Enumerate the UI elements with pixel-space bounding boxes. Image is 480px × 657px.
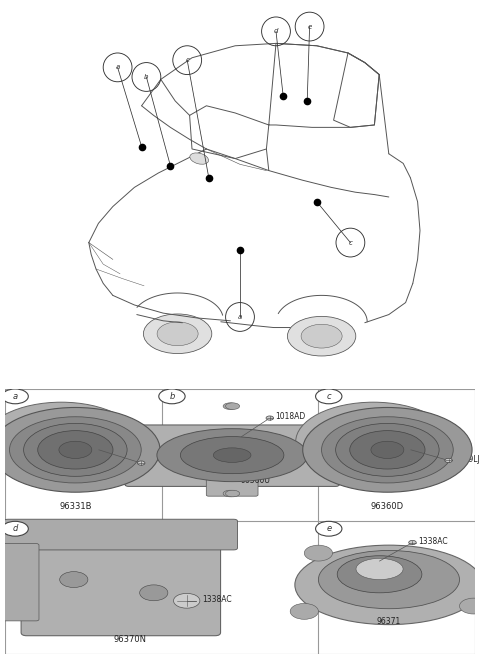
Ellipse shape <box>295 545 480 625</box>
Ellipse shape <box>226 403 240 409</box>
Ellipse shape <box>371 442 404 459</box>
Ellipse shape <box>157 322 198 346</box>
Circle shape <box>459 598 480 614</box>
Ellipse shape <box>296 402 451 482</box>
Ellipse shape <box>301 325 342 348</box>
Text: 1249LJ: 1249LJ <box>148 457 174 466</box>
Text: 96331B: 96331B <box>59 502 92 511</box>
Ellipse shape <box>144 314 212 353</box>
Text: a: a <box>12 392 18 401</box>
FancyBboxPatch shape <box>21 529 220 636</box>
Ellipse shape <box>223 403 237 409</box>
Ellipse shape <box>223 490 237 497</box>
Text: c: c <box>185 57 189 63</box>
Text: 1018AD: 1018AD <box>276 412 306 421</box>
Text: b: b <box>144 74 149 80</box>
Ellipse shape <box>350 430 425 469</box>
Ellipse shape <box>157 428 307 482</box>
Circle shape <box>266 416 274 420</box>
Ellipse shape <box>337 556 422 593</box>
Ellipse shape <box>213 448 251 463</box>
FancyBboxPatch shape <box>125 425 339 486</box>
Ellipse shape <box>288 317 356 356</box>
Text: 96360D: 96360D <box>371 502 404 511</box>
Text: 96370N: 96370N <box>114 635 147 644</box>
Text: c: c <box>326 392 331 401</box>
Circle shape <box>290 603 318 620</box>
Circle shape <box>408 541 416 545</box>
Ellipse shape <box>59 442 92 459</box>
Text: d: d <box>12 524 18 533</box>
Circle shape <box>137 461 145 465</box>
Text: d: d <box>274 28 278 34</box>
Circle shape <box>315 522 342 536</box>
Circle shape <box>159 389 185 404</box>
Circle shape <box>445 459 452 463</box>
Text: e: e <box>308 24 312 30</box>
FancyBboxPatch shape <box>0 543 39 621</box>
Ellipse shape <box>303 407 472 492</box>
Text: c: c <box>348 240 352 246</box>
Text: 1338AC: 1338AC <box>418 537 448 546</box>
Text: 96371: 96371 <box>377 617 401 625</box>
Ellipse shape <box>10 417 141 483</box>
Ellipse shape <box>318 551 459 608</box>
Circle shape <box>60 572 88 587</box>
Ellipse shape <box>24 423 127 476</box>
Ellipse shape <box>0 407 160 492</box>
Circle shape <box>304 545 333 561</box>
Text: e: e <box>326 524 331 533</box>
Circle shape <box>173 593 200 608</box>
Circle shape <box>315 389 342 404</box>
FancyBboxPatch shape <box>206 478 258 496</box>
Ellipse shape <box>180 437 284 474</box>
Circle shape <box>2 522 28 536</box>
Ellipse shape <box>190 153 209 164</box>
Circle shape <box>2 389 28 404</box>
Text: 1249LJ: 1249LJ <box>454 455 480 464</box>
Text: a: a <box>116 64 120 70</box>
Ellipse shape <box>356 558 403 579</box>
Ellipse shape <box>0 402 139 482</box>
Text: a: a <box>238 314 242 320</box>
Ellipse shape <box>38 430 113 469</box>
FancyBboxPatch shape <box>4 519 238 550</box>
Ellipse shape <box>226 490 240 497</box>
Text: b: b <box>169 392 175 401</box>
Text: 96360U: 96360U <box>241 476 271 486</box>
Ellipse shape <box>336 423 439 476</box>
Ellipse shape <box>322 417 453 483</box>
Text: 1338AC: 1338AC <box>202 595 231 604</box>
Circle shape <box>140 585 168 600</box>
